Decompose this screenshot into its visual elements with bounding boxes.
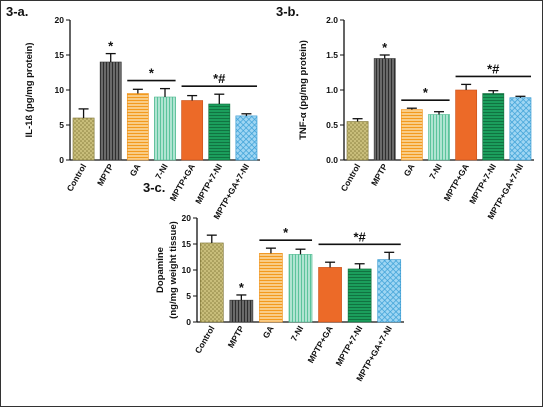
- x-tick-label: GA: [402, 162, 417, 178]
- significance-marker: *#: [213, 71, 226, 86]
- bar-control: [346, 121, 369, 161]
- significance-marker: *: [382, 40, 388, 55]
- x-tick-label: GA: [261, 324, 276, 340]
- significance-marker: *: [423, 85, 429, 100]
- x-tick-label: MPTP+GA: [442, 162, 471, 203]
- y-tick-label: 0.0: [326, 155, 338, 165]
- bar-mptp: [99, 61, 122, 161]
- bar-ga: [259, 253, 283, 323]
- x-tick-label: MPTP+7-NI: [467, 162, 498, 206]
- x-tick-label: MPTP+GA: [168, 162, 197, 203]
- panel-label: 3-c.: [143, 180, 165, 195]
- y-tick-label: 0: [186, 317, 191, 327]
- bar-mptp-ga: [318, 267, 342, 323]
- significance-marker: *: [149, 66, 155, 81]
- bar-mptp-ga-7-ni: [235, 115, 258, 161]
- y-tick-label: 1.0: [326, 85, 338, 95]
- y-axis-label-units: (ng/mg weight tissue): [168, 221, 179, 319]
- y-axis-label: TNF-α (pg/mg protein): [298, 40, 309, 140]
- bar-7-ni: [288, 254, 313, 323]
- y-tick-label: 15: [182, 239, 192, 249]
- x-tick-label: MPTP+GA: [305, 324, 334, 365]
- x-tick-label: 7-NI: [153, 162, 170, 181]
- x-tick-label: Control: [65, 162, 89, 193]
- y-axis-label: IL-1ß (pg/mg protein): [24, 43, 35, 138]
- x-tick-label: MPTP: [95, 162, 116, 188]
- significance-marker: *: [108, 39, 114, 54]
- bar-mptp-ga: [455, 89, 478, 161]
- chart-panel-1: 3-a. IL-1ß (pg/mg protein) 0 5 10 15 20 Control…: [6, 4, 260, 221]
- x-tick-label: MPTP: [226, 324, 247, 350]
- bar-7-ni: [428, 114, 450, 161]
- x-tick-label: MPTP+7-NI: [193, 162, 224, 206]
- x-tick-label: Control: [193, 324, 217, 355]
- x-tick-label: MPTP+7-NI: [333, 324, 364, 368]
- significance-marker: *#: [487, 61, 500, 76]
- y-tick-label: 20: [55, 15, 65, 25]
- y-tick-label: 2.0: [326, 15, 338, 25]
- bar-mptp: [229, 299, 254, 323]
- y-tick-label: 10: [55, 85, 65, 95]
- bar-control: [72, 117, 95, 161]
- bar-mptp-ga-7-ni: [509, 97, 532, 161]
- x-tick-label: Control: [339, 162, 363, 193]
- panel-label: 3-a.: [6, 4, 28, 19]
- bar-mptp: [373, 58, 396, 161]
- bar-control: [199, 242, 224, 323]
- y-tick-label: 10: [182, 265, 192, 275]
- bar-mptp-ga-7-ni: [377, 259, 402, 323]
- bar-mptp-ga: [181, 100, 204, 161]
- y-axis-label: Dopamine: [155, 247, 166, 293]
- x-tick-label: 7-NI: [289, 324, 306, 343]
- panel-label: 3-b.: [276, 4, 299, 19]
- y-tick-label: 5: [59, 120, 64, 130]
- bar-mptp-7-ni: [482, 93, 505, 161]
- y-tick-label: 1.5: [326, 50, 338, 60]
- bar-mptp-7-ni: [347, 268, 372, 323]
- x-tick-label: GA: [128, 162, 143, 178]
- significance-marker: *: [239, 280, 245, 295]
- x-tick-label: MPTP: [369, 162, 390, 188]
- y-tick-label: 5: [186, 291, 191, 301]
- y-tick-label: 0: [59, 155, 64, 165]
- y-tick-label: 15: [55, 50, 65, 60]
- bar-mptp-7-ni: [208, 103, 231, 161]
- x-tick-label: 7-NI: [427, 162, 444, 181]
- significance-marker: *#: [353, 229, 366, 244]
- y-tick-label: 0.5: [326, 120, 338, 130]
- y-tick-label: 20: [182, 213, 192, 223]
- bar-ga: [400, 109, 423, 161]
- chart-panel-2: 3-b. TNF-α (pg/mg protein) 0.0 0.5 1.0 1.5 2.0…: [276, 4, 534, 221]
- bar-7-ni: [154, 96, 176, 161]
- chart-panel-3: 3-c. Dopamine (ng/mg weight tissue) 0 5 10 15 2…: [143, 180, 404, 383]
- significance-marker: *: [283, 225, 289, 240]
- bar-ga: [126, 93, 149, 161]
